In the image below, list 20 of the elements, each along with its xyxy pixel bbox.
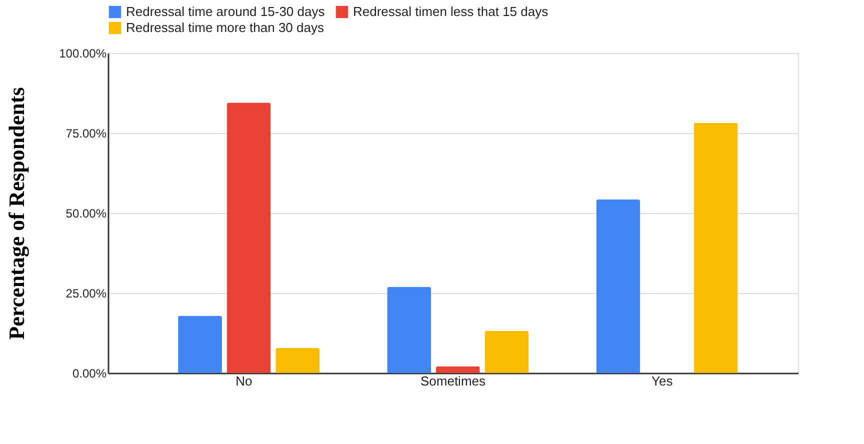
bar <box>596 200 640 373</box>
bar <box>694 122 738 373</box>
y-tick-label: 100.00% <box>59 46 107 60</box>
bar <box>178 316 222 373</box>
x-tick-label: No <box>236 374 252 388</box>
x-tick-label: Sometimes <box>420 374 486 388</box>
bar <box>387 286 432 373</box>
y-tick-label: 50.00% <box>66 206 107 220</box>
bar <box>276 348 320 373</box>
y-tick-label: 0.00% <box>72 366 107 380</box>
bar <box>436 366 480 373</box>
y-tick-label: 75.00% <box>66 126 107 140</box>
bar <box>484 330 529 373</box>
legend-label: Redressal time more than 30 days <box>126 20 324 35</box>
legend-label: Redressal timen less that 15 days <box>353 4 549 19</box>
y-tick-label: 25.00% <box>66 286 107 300</box>
y-axis-title: Percentage of Respondents <box>4 86 30 340</box>
legend-label: Redressal time around 15-30 days <box>126 4 326 19</box>
bar <box>226 102 271 373</box>
x-tick-label: Yes <box>651 374 674 388</box>
